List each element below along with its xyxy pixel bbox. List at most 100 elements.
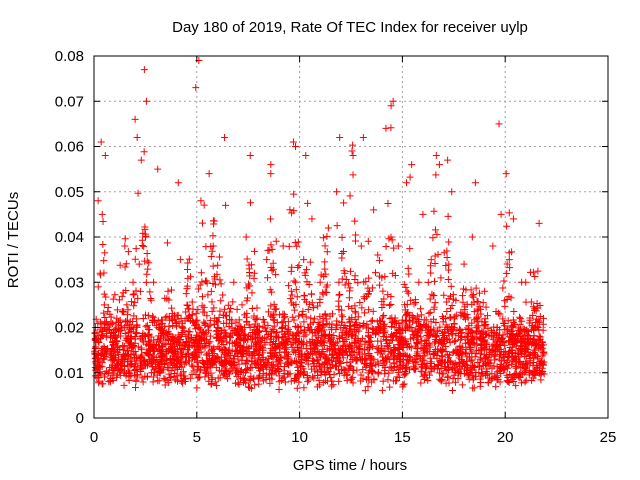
data-point	[209, 232, 217, 240]
data-point	[185, 314, 193, 322]
data-point	[422, 345, 430, 353]
data-point	[341, 269, 349, 277]
data-point	[275, 356, 283, 364]
data-point	[364, 345, 372, 353]
data-point	[161, 381, 169, 389]
data-point	[351, 217, 359, 225]
data-point	[380, 320, 388, 328]
data-point	[343, 377, 351, 385]
data-point	[217, 297, 225, 305]
data-point	[97, 335, 105, 343]
data-point	[529, 374, 537, 382]
data-point	[373, 344, 381, 352]
data-point	[439, 340, 447, 348]
data-point	[460, 260, 468, 268]
data-point	[291, 357, 299, 365]
data-point	[111, 364, 119, 372]
data-point	[134, 189, 142, 197]
data-point	[300, 318, 308, 326]
data-point	[521, 378, 529, 386]
data-point	[278, 319, 286, 327]
data-point	[219, 371, 227, 379]
data-point	[98, 210, 106, 218]
data-point	[464, 363, 472, 371]
data-point	[448, 301, 456, 309]
data-point	[225, 368, 233, 376]
data-point	[158, 316, 166, 324]
data-point	[208, 374, 216, 382]
data-point	[94, 320, 102, 328]
data-point	[247, 261, 255, 269]
x-tick-label: 0	[90, 429, 98, 446]
data-point	[124, 367, 132, 375]
data-point	[131, 347, 139, 355]
data-point	[484, 358, 492, 366]
data-point	[365, 274, 373, 282]
data-point	[131, 115, 139, 123]
data-point	[441, 363, 449, 371]
data-point	[287, 295, 295, 303]
data-point	[178, 319, 186, 327]
data-point	[327, 374, 335, 382]
x-tick-label: 5	[193, 429, 201, 446]
data-point	[243, 356, 251, 364]
data-point	[164, 287, 172, 295]
data-point	[245, 265, 253, 273]
data-point	[146, 288, 154, 296]
data-point	[323, 232, 331, 240]
data-point	[374, 337, 382, 345]
data-point	[121, 323, 129, 331]
data-point	[301, 271, 309, 279]
data-point	[222, 332, 230, 340]
data-point	[505, 249, 513, 257]
data-point	[247, 351, 255, 359]
data-point	[222, 201, 230, 209]
data-point	[172, 348, 180, 356]
data-point	[356, 298, 364, 306]
data-point	[473, 318, 481, 326]
data-point	[247, 372, 255, 380]
data-point	[267, 215, 275, 223]
data-point	[375, 323, 383, 331]
data-point	[288, 299, 296, 307]
data-point	[430, 305, 438, 313]
data-point	[482, 345, 490, 353]
data-point	[512, 342, 520, 350]
data-point	[100, 290, 108, 298]
data-point	[218, 327, 226, 335]
data-point	[177, 370, 185, 378]
data-point	[338, 329, 346, 337]
data-point	[133, 133, 141, 141]
data-point	[491, 356, 499, 364]
data-point	[534, 337, 542, 345]
data-point	[196, 367, 204, 375]
data-point	[115, 296, 123, 304]
data-point	[442, 379, 450, 387]
data-point	[401, 335, 409, 343]
data-point	[345, 280, 353, 288]
data-point	[248, 357, 256, 365]
data-point	[173, 377, 181, 385]
data-point	[341, 281, 349, 289]
data-point	[471, 179, 479, 187]
data-point	[395, 373, 403, 381]
data-point	[290, 375, 298, 383]
data-point	[342, 276, 350, 284]
data-point	[285, 242, 293, 250]
y-tick-label: 0.01	[55, 365, 84, 382]
data-point	[160, 366, 168, 374]
data-point	[270, 300, 278, 308]
data-point	[192, 310, 200, 318]
data-point	[314, 326, 322, 334]
data-point	[311, 315, 319, 323]
data-point	[455, 354, 463, 362]
data-point	[246, 364, 254, 372]
data-point	[395, 320, 403, 328]
data-point	[246, 384, 254, 392]
data-point	[266, 374, 274, 382]
data-point	[500, 277, 508, 285]
data-point	[382, 243, 390, 251]
data-point	[374, 251, 382, 259]
data-point	[104, 304, 112, 312]
data-point	[476, 382, 484, 390]
